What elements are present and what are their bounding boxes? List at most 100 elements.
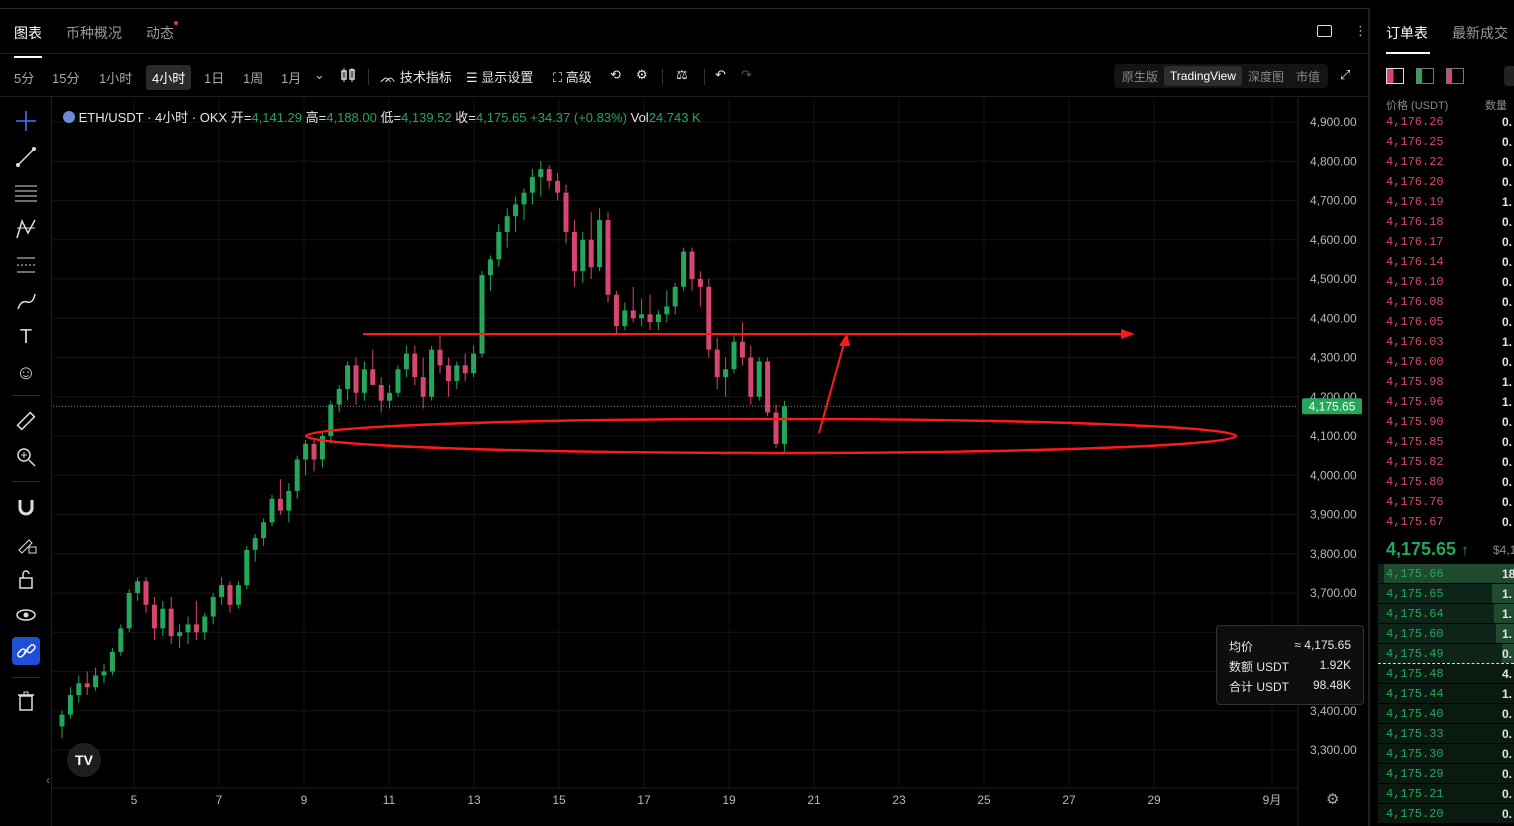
candle-body[interactable] [445,365,451,382]
candle-body[interactable] [555,180,561,193]
bid-price[interactable]: 4,175.64 [1386,607,1444,621]
candle-body[interactable] [219,585,225,597]
candle-body[interactable] [437,349,443,366]
ask-price[interactable]: 4,175.98 [1386,375,1444,389]
candle-body[interactable] [479,275,485,354]
timeframe-1w[interactable]: 1周 [243,71,264,86]
view-depth[interactable]: 深度图 [1247,69,1284,84]
timeframe-15m[interactable]: 15分 [52,71,80,86]
view-tradingview[interactable]: TradingView [1163,66,1242,86]
undo-icon[interactable]: ↶ [715,67,726,82]
bid-price[interactable]: 4,175.60 [1386,627,1444,641]
candle-body[interactable] [546,169,552,181]
candle-body[interactable] [765,361,771,413]
candle-body[interactable] [101,671,107,676]
candle-body[interactable] [773,412,779,444]
bid-price[interactable]: 4,175.44 [1386,687,1444,701]
tab-news[interactable]: 动态 [146,25,174,41]
candle-body[interactable] [748,357,754,397]
chevron-down-icon[interactable]: ⌄ [314,67,325,82]
candle-body[interactable] [496,231,502,260]
candle-body[interactable] [126,593,132,629]
view-native[interactable]: 原生版 [1121,69,1158,84]
candle-body[interactable] [361,369,367,393]
candle-body[interactable] [67,695,73,715]
candle-body[interactable] [311,443,317,460]
candle-body[interactable] [143,581,149,605]
compare-icon[interactable]: ⚖ [676,67,688,82]
link-icon[interactable] [12,637,40,665]
candle-body[interactable] [588,239,594,268]
candle-body[interactable] [160,608,166,629]
crosshair-icon[interactable] [12,107,40,135]
candle-body[interactable] [723,369,729,378]
layout-both-icon[interactable] [1386,68,1404,84]
candle-body[interactable] [286,490,292,511]
ask-price[interactable]: 4,175.82 [1386,455,1444,469]
ask-price[interactable]: 4,176.19 [1386,195,1444,209]
candle-body[interactable] [319,436,325,460]
ask-price[interactable]: 4,176.14 [1386,255,1444,269]
pattern-icon[interactable] [12,215,40,243]
ruler-icon[interactable] [12,407,40,435]
candle-body[interactable] [118,628,124,652]
candle-body[interactable] [412,353,418,378]
ask-price[interactable]: 4,175.67 [1386,515,1444,529]
precision-select[interactable] [1504,66,1514,86]
candle-type-icon[interactable] [340,67,356,86]
candle-body[interactable] [395,369,401,393]
advanced-button[interactable]: ⛶ 高级 [553,67,592,86]
candle-body[interactable] [269,498,275,523]
candle-body[interactable] [135,581,141,593]
ask-price[interactable]: 4,175.85 [1386,435,1444,449]
candle-body[interactable] [613,294,619,327]
ask-price[interactable]: 4,176.10 [1386,275,1444,289]
ask-price[interactable]: 4,175.76 [1386,495,1444,509]
candle-body[interactable] [563,192,569,232]
bounce-arrow[interactable] [818,339,846,434]
price-chart[interactable]: 4,900.00 4,800.00 4,700.00 4,600.00 4,500.00… [53,98,1368,826]
fib-icon[interactable] [12,251,40,279]
candle-body[interactable] [672,286,678,307]
timeframe-1M[interactable]: 1月 [281,71,302,86]
candle-body[interactable] [756,361,762,397]
ask-price[interactable]: 4,176.22 [1386,155,1444,169]
view-marketcap[interactable]: 市值 [1295,69,1320,84]
fullscreen-icon[interactable] [1317,25,1332,37]
candle-body[interactable] [706,286,712,350]
candle-body[interactable] [84,683,90,688]
candle-body[interactable] [429,349,435,397]
candle-body[interactable] [227,585,233,605]
resistance-arrowhead[interactable] [1121,328,1135,339]
candle-body[interactable] [353,365,359,393]
candle-body[interactable] [378,384,384,401]
horizontal-lines-icon[interactable] [12,179,40,207]
ask-price[interactable]: 4,176.00 [1386,355,1444,369]
timeframe-5m[interactable]: 5分 [14,71,35,86]
zoom-in-icon[interactable] [12,443,40,471]
candle-body[interactable] [387,392,393,401]
bid-price[interactable]: 4,175.49 [1386,647,1444,661]
collapse-chevron-icon[interactable]: ‹ [46,773,50,787]
tab-latest-trades[interactable]: 最新成交 [1452,25,1508,41]
support-ellipse[interactable] [304,417,1238,455]
candle-body[interactable] [252,538,258,550]
bid-price[interactable]: 4,175.30 [1386,747,1444,761]
indicators-button[interactable]: ᨏ 技术指标 [380,67,452,86]
ask-price[interactable]: 4,176.25 [1386,135,1444,149]
candle-body[interactable] [403,353,409,370]
chart-settings-gear-icon[interactable]: ⚙ [1326,791,1340,808]
candle-body[interactable] [538,169,544,177]
candle-body[interactable] [630,310,636,319]
candle-body[interactable] [244,549,250,586]
candle-body[interactable] [235,585,241,605]
text-icon[interactable]: T [19,325,33,348]
candle-body[interactable] [336,388,342,405]
display-settings-button[interactable]: ☰ 显示设置 [466,67,533,86]
candle-body[interactable] [714,349,720,378]
candle-body[interactable] [261,522,267,539]
bid-price[interactable]: 4,175.66 [1386,567,1444,581]
timeframe-1h[interactable]: 1小时 [99,71,133,86]
template-icon[interactable]: ⟲ [610,67,621,82]
ask-price[interactable]: 4,175.80 [1386,475,1444,489]
